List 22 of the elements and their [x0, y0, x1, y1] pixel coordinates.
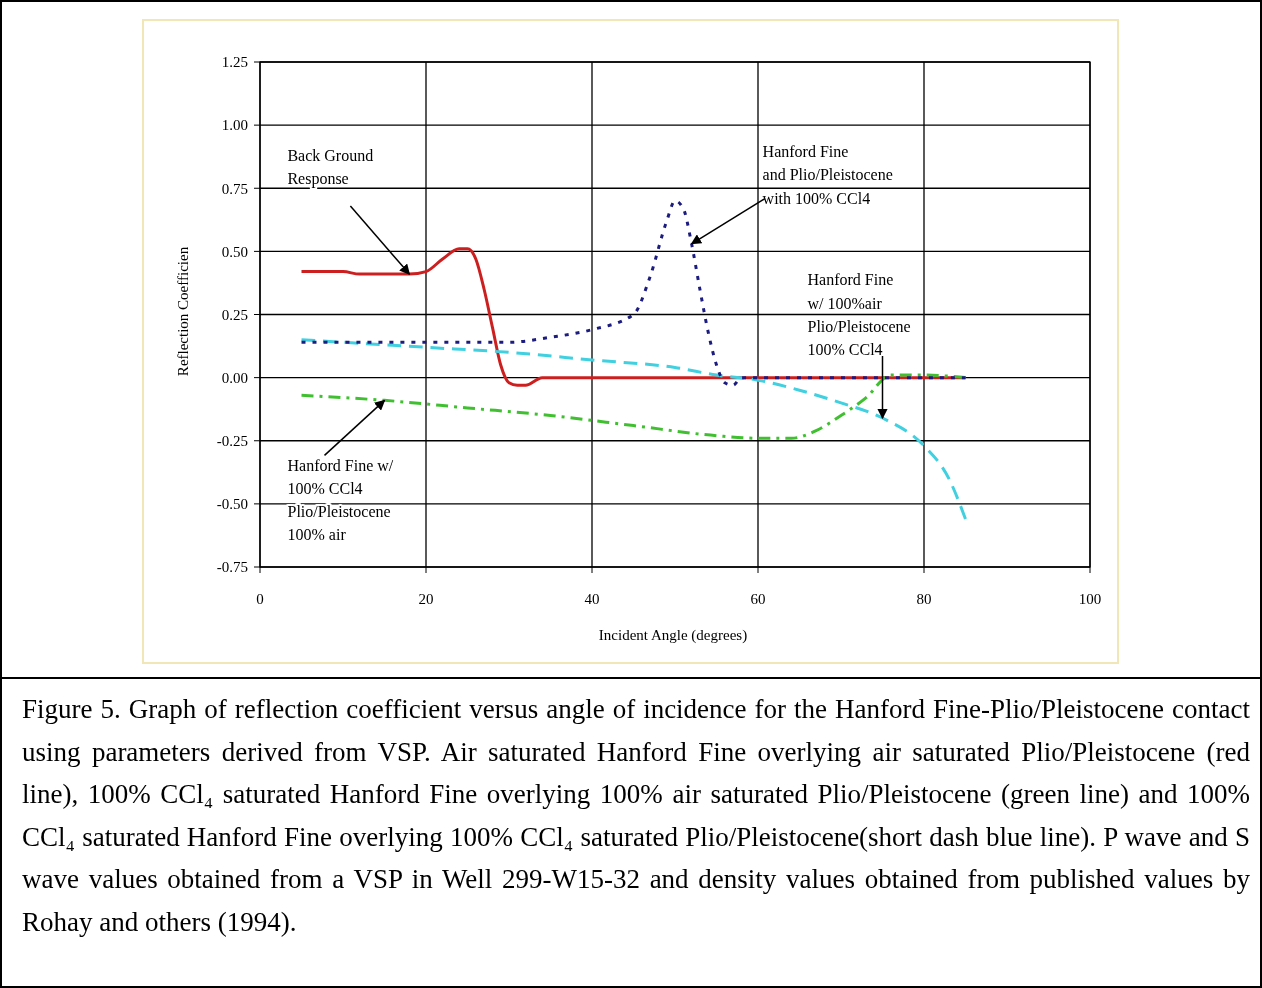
- y-tick-label: 1.25: [221, 54, 248, 71]
- y-axis-title: Reflection Coefficien: [175, 246, 191, 377]
- caption: Figure 5. Graph of reflection coefficient versus angle of incidence for the Hanford Fine-Plio/Pleistocene contact using parameters derived from VSP. Air saturated Hanford Fine overlying air saturated Plio/Pleistocene (red line), 100% CCl₄ saturated Hanford Fine overlying 100% air saturated Plio/Pleistocene (green line) and 100% CCl₄ saturated Hanford Fine overlying 100% CCl₄ saturated Plio/Pleistocene(short dash blue line). P wave and S wave values obtained from a VSP in Well 299-W15-32 and density values obtained from published values by Rohay and others (1994).: [22, 693, 1250, 939]
- x-axis-title: Incident Angle (degrees): [598, 627, 748, 644]
- annotation: Hanford Fine and Plio/Pleistocene with 100% CCl4: [762, 143, 893, 207]
- y-tick-label: -0.75: [216, 559, 248, 576]
- y-tick-label: -0.25: [216, 433, 248, 449]
- x-tick-label: 80: [916, 591, 932, 607]
- y-tick-label: 0.00: [221, 369, 248, 386]
- x-tick-label: 100: [1078, 591, 1102, 607]
- annotation: Back Ground Response: [287, 146, 374, 188]
- annotation: Hanford Fine w/ 100%air Plio/Pleistocene 100% CCl4: [807, 271, 911, 359]
- y-tick-label: 0.75: [221, 180, 248, 197]
- x-tick-label: 20: [418, 591, 434, 607]
- x-tick-label: 60: [750, 591, 766, 607]
- y-tick-label: 0.50: [221, 243, 248, 260]
- y-tick-label: 0.25: [221, 306, 248, 323]
- annotation: Hanford Fine w/ 100% CCl4 Plio/Pleistocene 100% air: [287, 456, 394, 544]
- y-tick-label: -0.50: [216, 496, 248, 513]
- y-tick-label: 1.00: [221, 117, 248, 134]
- x-tick-label: 0: [256, 591, 264, 607]
- x-tick-label: 40: [584, 591, 600, 607]
